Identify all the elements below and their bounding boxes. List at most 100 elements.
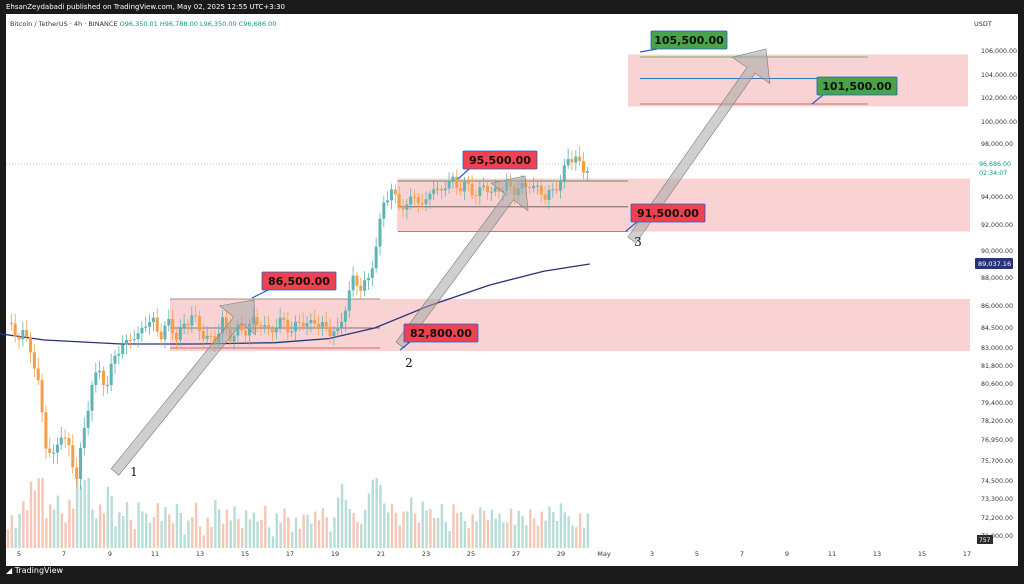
candle-body (105, 385, 109, 387)
ohlc-open: O96,350.01 (119, 20, 158, 28)
volume-bar (83, 480, 86, 548)
candle-body (167, 319, 171, 326)
ohlc-low: L96,350.00 (199, 20, 237, 28)
volume-bar (498, 513, 501, 548)
date-tick-label: 27 (512, 550, 520, 558)
candle-body (470, 183, 474, 196)
date-tick-label: 7 (62, 550, 66, 558)
volume-bar (578, 513, 582, 548)
volume-bar (317, 520, 321, 548)
wave-label: 3 (634, 235, 642, 249)
volume-bar (271, 536, 275, 548)
volume-bar (544, 520, 547, 548)
volume-layer (6, 478, 590, 548)
volume-bar (68, 499, 71, 548)
volume-bar (191, 517, 194, 548)
volume-bar (41, 478, 44, 548)
volume-bar (221, 523, 225, 548)
price-tick-label: 75,700.00 (981, 458, 1013, 465)
volume-bar (187, 520, 190, 548)
volume-bar (436, 518, 440, 548)
price-tick-label: 78,200.00 (981, 418, 1013, 425)
date-tick-label: 25 (467, 550, 475, 558)
candle-body (113, 355, 117, 364)
candle-body (543, 194, 547, 200)
candle-body (451, 176, 455, 181)
candle-body (128, 340, 132, 342)
volume-bar (294, 517, 298, 548)
volume-bar (256, 521, 259, 548)
volume-bar (206, 517, 209, 548)
price-label-text: 91,500.00 (637, 207, 699, 220)
volume-bar (325, 517, 328, 548)
candle-body (159, 331, 163, 340)
volume-bar (456, 513, 459, 548)
volume-bar (410, 497, 413, 548)
volume-bar (417, 522, 421, 548)
volume-bar (202, 535, 206, 548)
date-tick-label: 15 (241, 550, 249, 558)
volume-bar (352, 513, 355, 548)
candle-body (224, 317, 228, 327)
volume-bar (429, 509, 432, 548)
price-label-box (261, 271, 337, 291)
candle-body (582, 160, 585, 173)
candle-body (48, 448, 52, 454)
candle-body (497, 187, 501, 192)
volume-bar (237, 519, 240, 548)
candle-body (409, 196, 413, 205)
candle-body (401, 206, 405, 210)
candle-body (25, 330, 29, 337)
countdown-text: 02:34:07 (979, 170, 1007, 177)
volume-bar (490, 509, 494, 548)
candle-body (328, 326, 332, 337)
zone-upper-target-zone (628, 54, 968, 107)
price-tick-label: 104,000.00 (981, 72, 1017, 79)
candle-body (482, 185, 486, 188)
price-tick-label: 73,300.00 (981, 496, 1013, 503)
candle-body (221, 317, 225, 334)
candle-body (98, 370, 102, 373)
candle-body (132, 339, 136, 341)
volume-bar (379, 485, 382, 548)
price-label-text: 95,500.00 (469, 154, 531, 167)
volume-bar (18, 513, 21, 548)
candle-body (420, 202, 424, 205)
wave-label: 2 (405, 356, 413, 370)
candle-body (363, 280, 367, 291)
volume-bar (340, 483, 344, 548)
candle-body (355, 275, 359, 286)
candle-body (320, 321, 324, 327)
date-tick-label: May (597, 550, 611, 558)
volume-bar (390, 503, 394, 548)
volume-bar (14, 527, 17, 548)
volume-bar (267, 527, 271, 548)
volume-bar (29, 481, 33, 548)
date-tick-label: 15 (918, 550, 926, 558)
candle-body (140, 327, 144, 334)
volume-bar (248, 519, 252, 548)
candle-body (332, 331, 336, 337)
volume-bar (75, 478, 79, 548)
candle-body (259, 325, 263, 327)
volume-bar (110, 495, 113, 548)
candle-body (171, 319, 175, 334)
candle-body (493, 187, 497, 192)
current-price-tag (976, 159, 1012, 178)
volume-bar (37, 478, 40, 548)
candle-body (205, 335, 209, 339)
volume-bar (133, 529, 136, 548)
candle-body (144, 326, 148, 328)
candle-body (236, 324, 240, 336)
candle-body (570, 159, 574, 163)
volume-bar (532, 518, 536, 548)
candle-body (263, 325, 267, 327)
price-label-box (403, 323, 479, 343)
candle-body (459, 188, 463, 192)
volume-bar (471, 514, 474, 548)
volume-bar (290, 531, 294, 548)
candle-body (13, 323, 17, 337)
candle-body (75, 467, 79, 479)
candle-body (359, 285, 363, 291)
